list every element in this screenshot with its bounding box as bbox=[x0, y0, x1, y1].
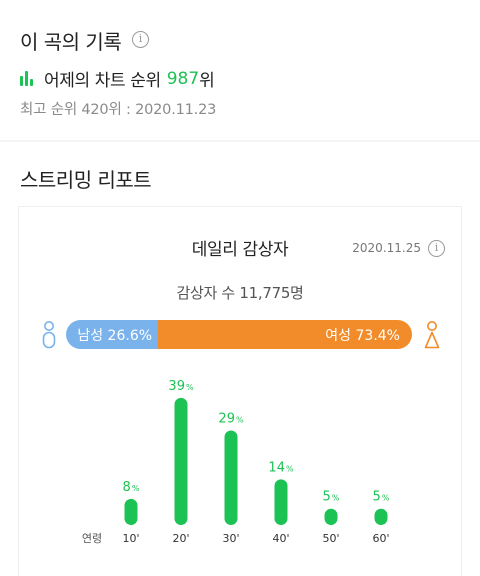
age-tick-label: 50' bbox=[322, 532, 339, 545]
male-share-label: 남성 26.6% bbox=[77, 327, 153, 344]
listener-count: 감상자 수 11,775명 bbox=[176, 284, 304, 302]
age-bar bbox=[374, 508, 388, 525]
best-rank: 최고 순위 420위 : 2020.11.23 bbox=[20, 102, 217, 118]
female-share-label: 여성 73.4% bbox=[325, 327, 400, 344]
card-date: 2020.11.25 bbox=[352, 241, 421, 255]
age-bar-value-label: 14% bbox=[268, 460, 294, 475]
age-bar bbox=[324, 508, 338, 525]
age-axis-label: 연령 bbox=[82, 532, 102, 545]
age-tick-label: 10' bbox=[122, 532, 139, 545]
streaming-report-section: 스트리밍 리포트 데일리 감상자 2020.11.25 i 감상자 수 11,7… bbox=[0, 142, 480, 576]
age-distribution-chart: 연령 8% 10' 39% 20' 29% 30' 14% 40' 5% 50' 5% 60' bbox=[82, 379, 390, 545]
yesterday-rank-row: 어제의 차트 순위 987 위 bbox=[20, 66, 215, 91]
chart-bars-icon bbox=[20, 70, 36, 87]
age-tick-label: 20' bbox=[172, 532, 189, 545]
section-title: 스트리밍 리포트 bbox=[20, 168, 152, 192]
age-bar-value-label: 29% bbox=[218, 411, 244, 426]
daily-listeners-card: 데일리 감상자 2020.11.25 i 감상자 수 11,775명 남성 26… bbox=[18, 206, 462, 576]
record-title: 이 곡의 기록 bbox=[20, 30, 122, 54]
age-bar bbox=[224, 430, 238, 525]
female-person-icon bbox=[424, 321, 440, 349]
song-record-section: 이 곡의 기록 i 어제의 차트 순위 987 위 최고 순위 420위 : 2… bbox=[0, 0, 480, 140]
age-tick-label: 40' bbox=[272, 532, 289, 545]
age-bar-value-label: 8% bbox=[123, 480, 140, 495]
age-bar-value-label: 5% bbox=[373, 490, 390, 505]
info-icon[interactable]: i bbox=[132, 31, 149, 48]
rank-label: 어제의 차트 순위 bbox=[44, 71, 161, 91]
male-segment: 남성 26.6% bbox=[66, 320, 159, 349]
age-tick-label: 30' bbox=[222, 532, 239, 545]
male-person-icon bbox=[42, 321, 56, 349]
age-bar bbox=[274, 479, 288, 525]
rank-value: 987 bbox=[166, 68, 200, 89]
age-tick-label: 60' bbox=[372, 532, 389, 545]
age-bar bbox=[174, 397, 188, 525]
card-title: 데일리 감상자 bbox=[191, 240, 289, 260]
age-bar-value-label: 39% bbox=[168, 379, 194, 394]
age-bar-value-label: 5% bbox=[323, 490, 340, 505]
female-segment: 여성 73.4% bbox=[158, 320, 412, 349]
info-icon[interactable]: i bbox=[428, 240, 445, 257]
rank-unit: 위 bbox=[199, 71, 215, 91]
gender-ratio-bar: 남성 26.6% 여성 73.4% bbox=[66, 320, 412, 349]
age-bar bbox=[124, 498, 138, 525]
